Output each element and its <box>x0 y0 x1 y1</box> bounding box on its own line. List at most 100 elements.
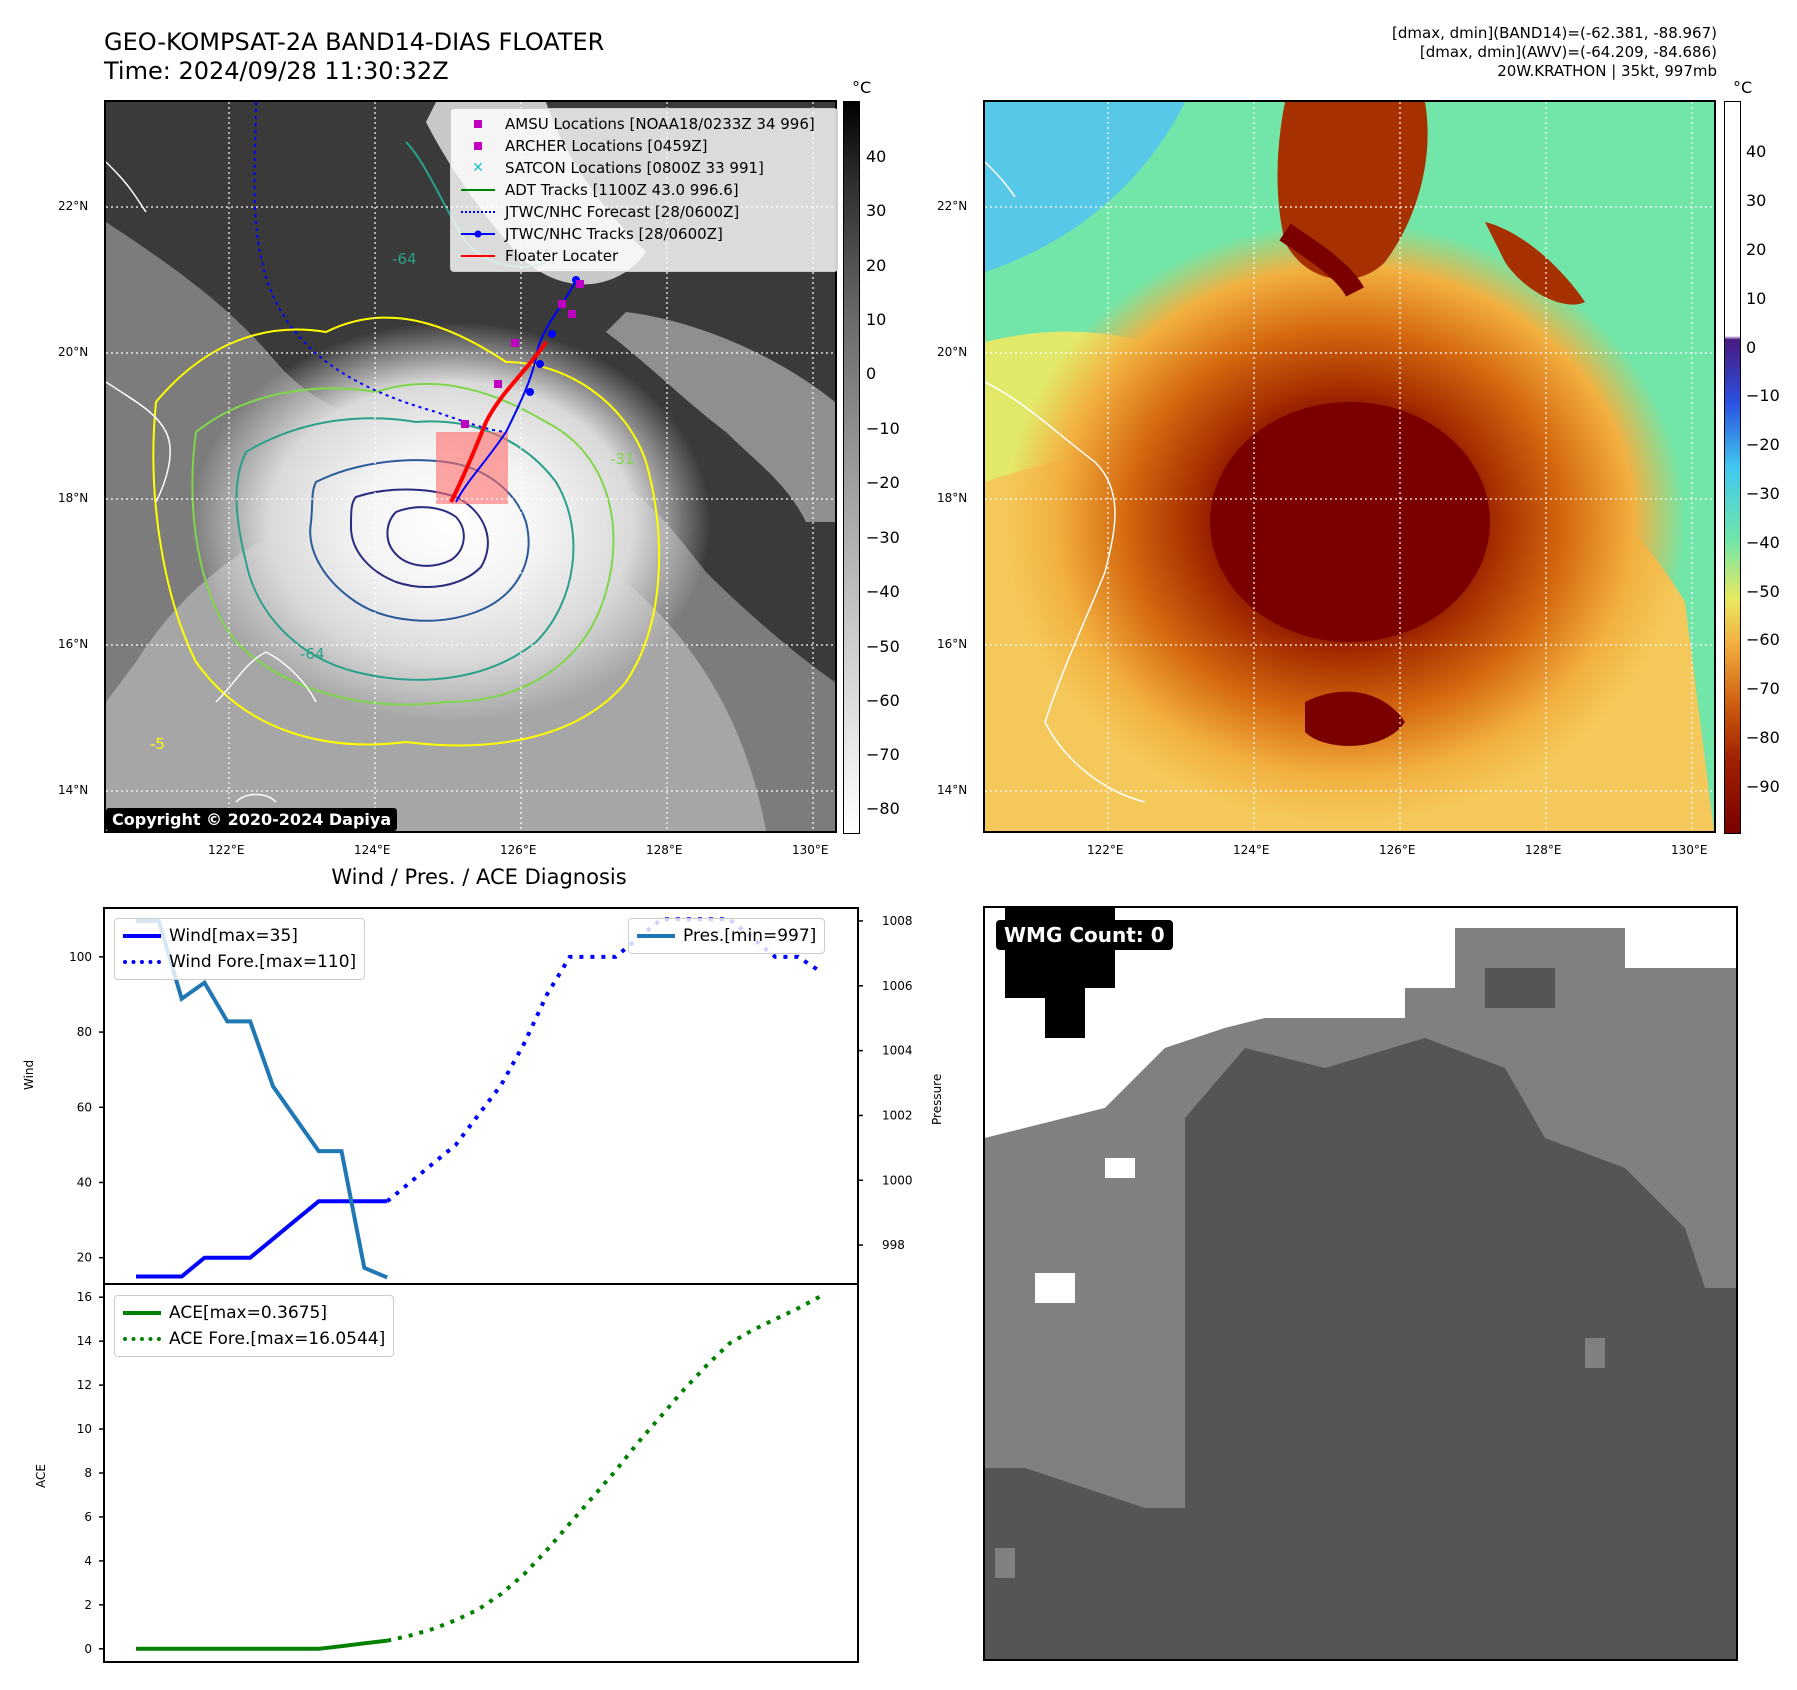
copyright-label: Copyright © 2020-2024 Dapiya <box>106 808 398 831</box>
y2-tick-label: 1006 <box>882 979 913 993</box>
series-line-ace <box>136 1638 388 1651</box>
contour-label: -5 <box>150 735 165 753</box>
colorbar-tick: 10 <box>1746 289 1767 308</box>
lon-label: 128°E <box>1525 843 1562 857</box>
colorbar-tick: 20 <box>866 256 887 275</box>
ace-legend: ACE[max=0.3675] ACE Fore.[max=16.0544] <box>114 1295 395 1357</box>
figure-title-line1: GEO-KOMPSAT-2A BAND14-DIAS FLOATER <box>104 28 605 56</box>
lon-label: 130°E <box>792 843 829 857</box>
contour-label: -64 <box>300 645 325 663</box>
pressure-axis-label: Pressure <box>930 1073 944 1125</box>
series-line-wind <box>136 1199 388 1279</box>
dmax-awv-info: [dmax, dmin](AWV)=(-64.209, -84.686) <box>1419 43 1717 61</box>
legend-ace-forecast: ACE Fore.[max=16.0544] <box>123 1326 385 1352</box>
colorbar-unit: °C <box>1733 78 1753 97</box>
colorbar-tick: −40 <box>1746 533 1780 552</box>
y-tick-label: 2 <box>84 1598 92 1612</box>
y-tick-label: 10 <box>77 1422 92 1436</box>
lat-label: 22°N <box>58 199 89 213</box>
lon-label: 126°E <box>1379 843 1416 857</box>
colorbar-tick: −30 <box>1746 484 1780 503</box>
y2-tick-label: 1008 <box>882 914 913 928</box>
colorbar-tick: −10 <box>1746 386 1780 405</box>
ace-chart: 0 2 4 6 8 10 12 14 16 <box>77 1283 859 1663</box>
colorbar-tick: −90 <box>1746 777 1780 796</box>
solid-line-icon <box>637 934 675 938</box>
y-tick-label: 40 <box>77 1175 92 1189</box>
lat-label: 14°N <box>58 783 89 797</box>
lat-label: 14°N <box>937 783 968 797</box>
colorbar-tick: −80 <box>1746 728 1780 747</box>
colorbar-tick: −20 <box>1746 435 1780 454</box>
series-line-ace-fore <box>386 1294 822 1643</box>
colorbar-tick: 0 <box>866 364 877 383</box>
colorbar-tick: −20 <box>866 473 900 492</box>
lat-label: 20°N <box>58 345 89 359</box>
y-tick-label: 14 <box>77 1334 92 1348</box>
legend-pressure: Pres.[min=997] <box>637 923 816 949</box>
colorbar-tick: −10 <box>866 419 900 438</box>
colorbar-tick: 40 <box>866 147 887 166</box>
awv-map-image <box>985 102 1714 831</box>
ace-axis-label: ACE <box>34 1464 48 1488</box>
legend-satcon: ✕ SATCON Locations [0800Z 33 991] <box>459 157 829 179</box>
y-tick-label: 12 <box>77 1378 92 1392</box>
y-tick-label: 0 <box>84 1642 92 1656</box>
lat-label: 16°N <box>937 637 968 651</box>
lon-label: 128°E <box>646 843 683 857</box>
figure-title-line2: Time: 2024/09/28 11:30:32Z <box>104 57 449 85</box>
y2-tick-label: 1002 <box>882 1108 913 1122</box>
colorbar-tick: −70 <box>1746 679 1780 698</box>
colorbar-tick: −80 <box>866 799 900 818</box>
awv-map-panel <box>983 100 1716 833</box>
colorbar-tick: 10 <box>866 310 887 329</box>
wmg-panel <box>983 906 1738 1661</box>
wmg-image <box>985 908 1736 1578</box>
legend-wind: Wind[max=35] <box>123 923 356 949</box>
y-tick-label: 20 <box>77 1251 92 1265</box>
colorbar-right <box>1724 101 1741 834</box>
wind-legend: Wind[max=35] Wind Fore.[max=110] <box>114 918 366 980</box>
legend-floater: Floater Locater <box>459 245 829 267</box>
colorbar-tick: −60 <box>866 691 900 710</box>
y2-tick-label: 1000 <box>882 1173 913 1187</box>
colorbar-tick: 20 <box>1746 240 1767 259</box>
contour-label: -64 <box>392 250 417 268</box>
legend-amsu: AMSU Locations [NOAA18/0233Z 34 996] <box>459 113 829 135</box>
legend-archer: ARCHER Locations [0459Z] <box>459 135 829 157</box>
lat-label: 18°N <box>937 491 968 505</box>
pressure-legend: Pres.[min=997] <box>628 918 826 954</box>
lat-label: 16°N <box>58 637 89 651</box>
y-tick-label: 100 <box>69 950 92 964</box>
legend-jtwc-forecast: JTWC/NHC Forecast [28/0600Z] <box>459 201 829 223</box>
series-line-pres <box>136 919 388 1280</box>
lat-label: 18°N <box>58 491 89 505</box>
series-line-wind-fore <box>385 917 823 1203</box>
colorbar-tick: −50 <box>866 637 900 656</box>
diagnosis-title: Wind / Pres. / ACE Diagnosis <box>331 865 627 889</box>
solid-line-icon <box>123 1311 161 1315</box>
colorbar-left <box>843 101 860 834</box>
colorbar-tick: −40 <box>866 582 900 601</box>
solid-line-icon <box>459 255 497 257</box>
ir-map-image <box>106 102 835 831</box>
wmg-count-label: WMG Count: 0 <box>996 920 1173 950</box>
solid-line-icon <box>459 189 497 191</box>
wind-axis-label: Wind <box>22 1059 36 1090</box>
lon-label: 124°E <box>1233 843 1270 857</box>
y-tick-label: 60 <box>77 1100 92 1114</box>
legend-adt: ADT Tracks [1100Z 43.0 996.6] <box>459 179 829 201</box>
y-tick-label: 16 <box>77 1290 92 1304</box>
dotted-line-icon <box>123 1337 161 1341</box>
colorbar-tick: −60 <box>1746 630 1780 649</box>
square-marker-icon <box>459 120 497 128</box>
lon-label: 122°E <box>1087 843 1124 857</box>
lat-label: 20°N <box>937 345 968 359</box>
y2-tick-label: 998 <box>882 1238 905 1252</box>
y-tick-label: 4 <box>84 1554 92 1568</box>
colorbar-tick: 30 <box>1746 191 1767 210</box>
lon-label: 124°E <box>354 843 391 857</box>
lat-label: 22°N <box>937 199 968 213</box>
lon-label: 130°E <box>1671 843 1708 857</box>
legend-jtwc-tracks: JTWC/NHC Tracks [28/0600Z] <box>459 223 829 245</box>
